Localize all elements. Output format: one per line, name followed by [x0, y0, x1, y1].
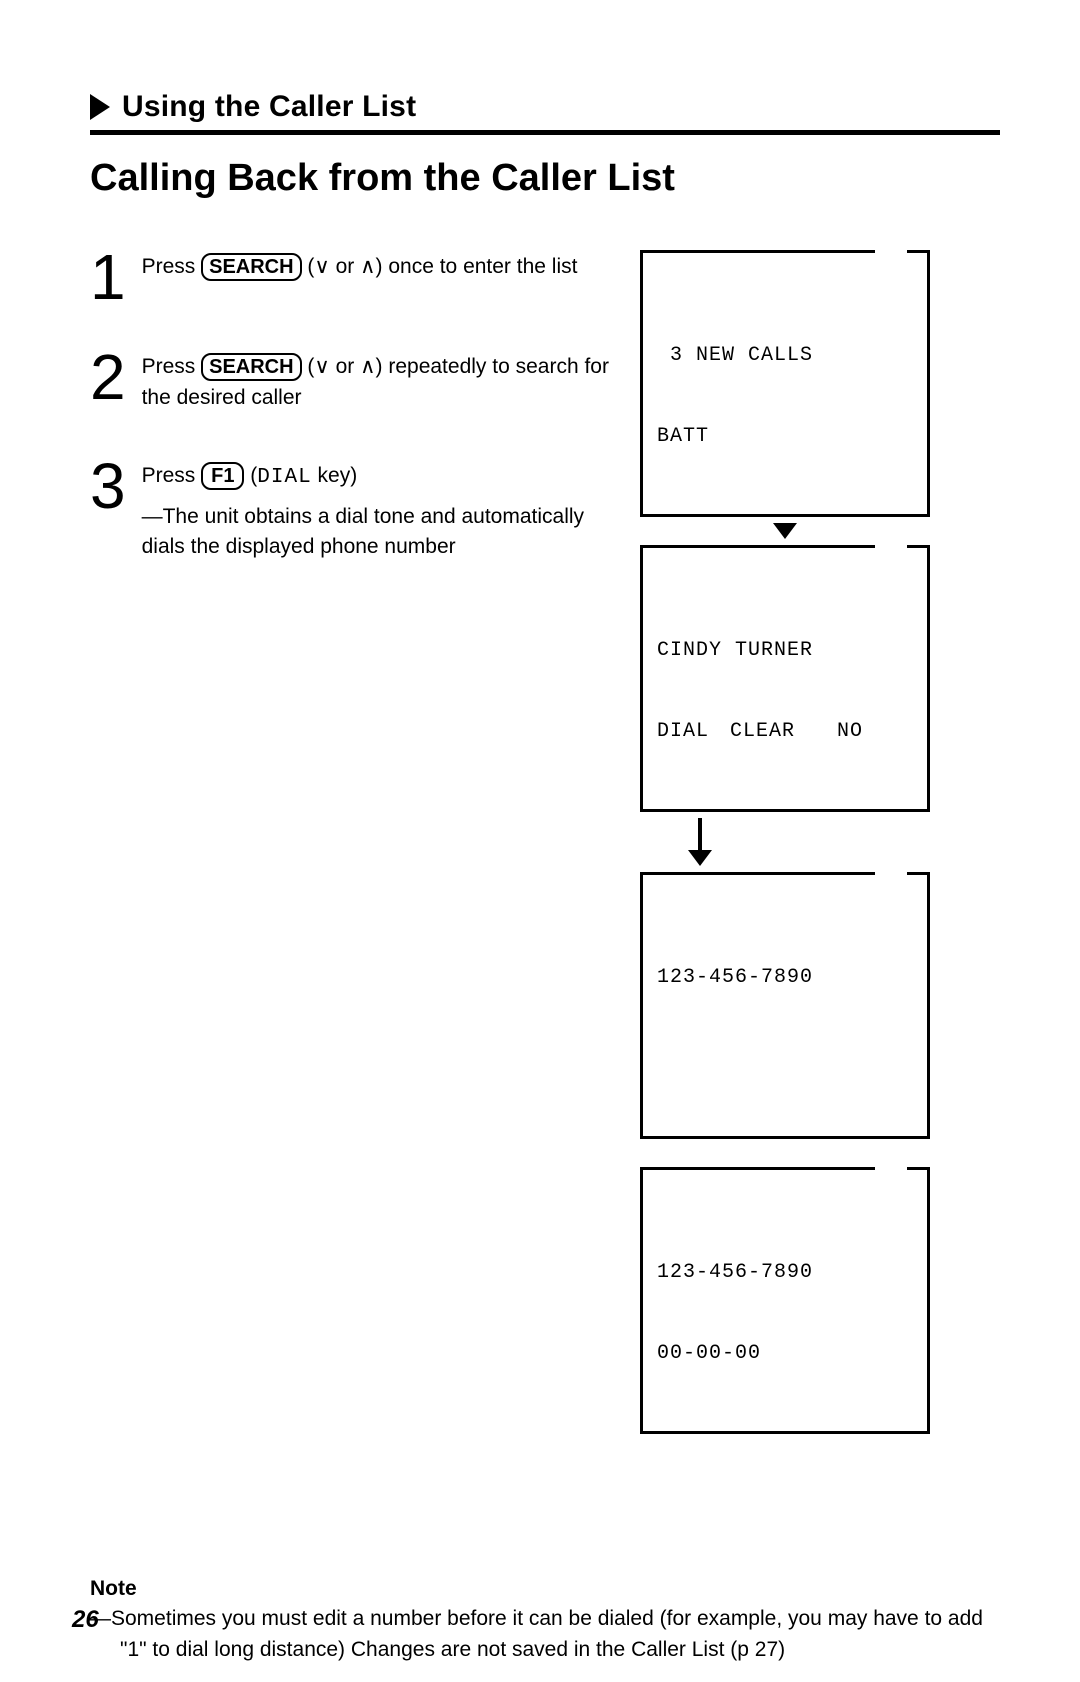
search-key: SEARCH — [201, 253, 301, 281]
step-number: 3 — [90, 459, 126, 513]
step-3: 3 Press F1 (DIAL key) —The unit obtains … — [90, 459, 610, 562]
lcd-line: CINDY TURNER — [657, 637, 913, 664]
paren-open: ( — [302, 255, 315, 278]
down-arrow-icon — [640, 517, 930, 545]
or-word: or — [336, 355, 355, 378]
lcd-line: DIAL CLEAR NO — [657, 718, 913, 745]
lcd-screen-2: CINDY TURNER DIAL CLEAR NO — [640, 545, 930, 812]
paren-open: ( — [244, 464, 257, 487]
note-label: Note — [90, 1574, 1000, 1604]
lcd-line: BATT — [657, 423, 913, 450]
step-body: Press SEARCH (∨ or ∧) once to enter the … — [142, 250, 578, 282]
lcd-line: 00-00-00 — [657, 1340, 913, 1367]
down-arrow-long-icon — [640, 812, 930, 872]
page-title: Calling Back from the Caller List — [90, 157, 1000, 200]
step-body: Press SEARCH (∨ or ∧) repeatedly to sear… — [142, 350, 610, 413]
down-symbol: ∨ — [314, 255, 329, 278]
section-header: Using the Caller List — [90, 90, 1000, 124]
screens-column: 3 NEW CALLS BATT CINDY TURNER DIAL CLEAR… — [640, 250, 930, 1434]
lcd-screen-1: 3 NEW CALLS BATT — [640, 250, 930, 517]
section-title: Using the Caller List — [122, 90, 416, 124]
step-body: Press F1 (DIAL key) —The unit obtains a … — [142, 459, 610, 562]
step-1: 1 Press SEARCH (∨ or ∧) once to enter th… — [90, 250, 610, 304]
lcd-screen-3: 123-456-7890 — [640, 872, 930, 1139]
paren-close: key) — [312, 464, 358, 487]
dial-word: DIAL — [257, 466, 311, 489]
note-block: Note —Sometimes you must edit a number b… — [90, 1574, 1000, 1665]
note-body: —Sometimes you must edit a number before… — [90, 1604, 1000, 1665]
step-text-pre: Press — [142, 355, 202, 378]
lcd-notch — [875, 250, 907, 253]
paren-close: ) — [376, 355, 389, 378]
step-number: 2 — [90, 350, 126, 404]
step-2: 2 Press SEARCH (∨ or ∧) repeatedly to se… — [90, 350, 610, 413]
steps-column: 1 Press SEARCH (∨ or ∧) once to enter th… — [90, 250, 610, 609]
lcd-spacer — [640, 1139, 930, 1167]
step-text-pre: Press — [142, 255, 202, 278]
step-subtext: —The unit obtains a dial tone and automa… — [142, 502, 610, 563]
up-symbol: ∧ — [360, 255, 375, 278]
arrow-bullet-icon — [90, 94, 110, 120]
paren-close: ) — [376, 255, 389, 278]
step-number: 1 — [90, 250, 126, 304]
lcd-notch — [875, 545, 907, 548]
step-text-pre: Press — [142, 464, 202, 487]
or-word: or — [336, 255, 355, 278]
content-row: 1 Press SEARCH (∨ or ∧) once to enter th… — [90, 250, 1000, 1434]
down-symbol: ∨ — [314, 355, 329, 378]
lcd-line: 3 NEW CALLS — [657, 342, 913, 369]
lcd-line: 123-456-7890 — [657, 1259, 913, 1286]
search-key: SEARCH — [201, 353, 301, 381]
lcd-line — [657, 1045, 913, 1072]
lcd-line: 123-456-7890 — [657, 964, 913, 991]
header-rule — [90, 130, 1000, 135]
page-number: 26 — [72, 1606, 99, 1634]
f1-key: F1 — [201, 462, 244, 490]
step-text-tail: once to enter the list — [388, 255, 577, 278]
lcd-screen-4: 123-456-7890 00-00-00 — [640, 1167, 930, 1434]
lcd-notch — [875, 872, 907, 875]
up-symbol: ∧ — [360, 355, 375, 378]
lcd-notch — [875, 1167, 907, 1170]
paren-open: ( — [302, 355, 315, 378]
